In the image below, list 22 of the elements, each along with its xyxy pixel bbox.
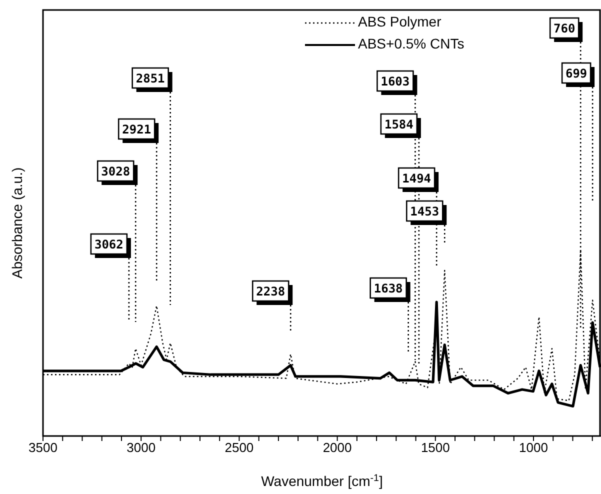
x-tick-label: 1500: [420, 440, 450, 456]
legend-label: ABS+0.5% CNTs: [358, 36, 464, 52]
ref-line-label: 1494: [402, 171, 432, 186]
x-tick-label: 2000: [322, 440, 352, 456]
x-tick-label: 3000: [126, 440, 156, 456]
x-tick-label: 3500: [28, 440, 58, 456]
x-tick-label: 1000: [519, 440, 548, 456]
y-axis-title: Absorbance (a.u.): [8, 167, 25, 279]
ref-line-label: 1638: [374, 281, 403, 296]
ref-line-label: 2921: [122, 122, 152, 136]
ref-line-label: 1584: [384, 117, 414, 132]
x-tick-label: 2500: [224, 440, 254, 456]
ref-line-label: 3062: [94, 237, 124, 252]
ref-line-label: 1453: [410, 204, 440, 218]
ref-line-label: 1603: [380, 74, 410, 88]
ref-line-label: 3028: [101, 164, 130, 178]
ref-line-label: 699: [565, 66, 588, 80]
x-axis-title: Wavenumber [cm$^{-1}$]: [261, 472, 383, 489]
ref-line-label: 2238: [256, 284, 286, 298]
ref-line-label: 760: [554, 21, 576, 36]
legend-label: ABS Polymer: [358, 14, 442, 30]
ref-line-label: 2851: [136, 71, 165, 86]
